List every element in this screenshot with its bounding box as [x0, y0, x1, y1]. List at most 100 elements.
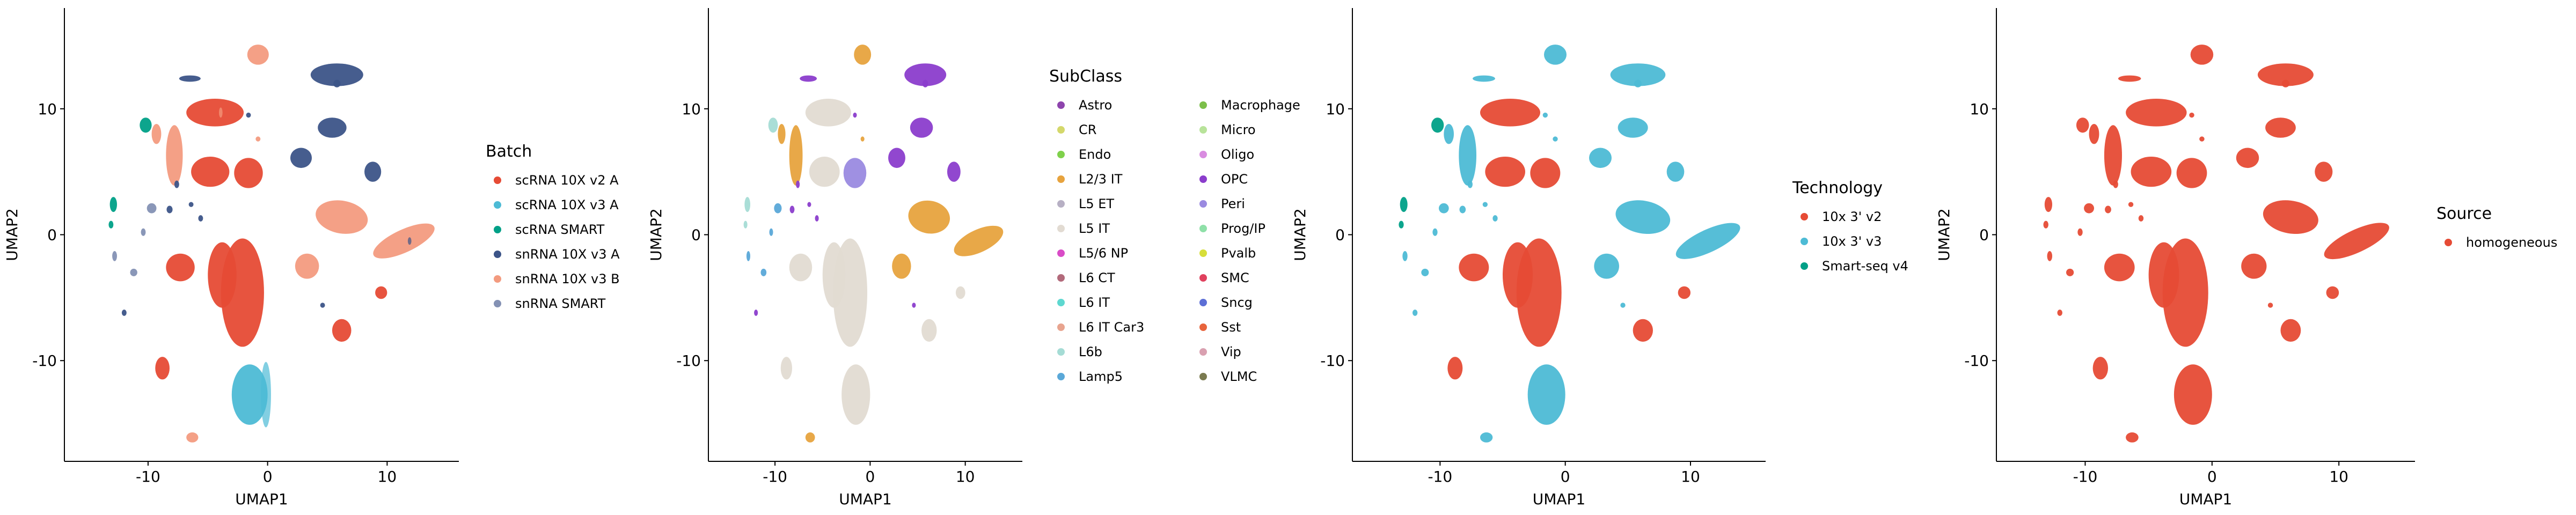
cell-cluster-30	[1459, 205, 1466, 214]
cell-cluster-37	[860, 136, 865, 142]
cell-cluster-19	[921, 319, 937, 342]
cell-cluster-27	[2066, 268, 2074, 276]
cell-cluster-15	[2315, 161, 2333, 182]
legend-swatch	[1199, 323, 1207, 331]
legend-swatch	[1057, 225, 1065, 232]
legend-entry-label: OPC	[1221, 172, 1248, 187]
cell-cluster-2	[1459, 253, 1489, 282]
cell-cluster-10	[1444, 123, 1454, 144]
legend-entry-label: L6 IT	[1079, 295, 1110, 310]
y-axis-label: UMAP2	[1291, 208, 1309, 261]
x-tick-label: 0	[865, 468, 875, 485]
cell-cluster-24	[744, 197, 750, 212]
cell-cluster-21	[333, 79, 341, 87]
clusters-layer	[108, 45, 435, 443]
cell-cluster-32	[1413, 310, 1418, 316]
cell-cluster-26	[1402, 251, 1408, 261]
cell-cluster-2	[789, 253, 813, 282]
cell-cluster-25	[774, 203, 782, 214]
y-tick-label: -10	[1320, 352, 1345, 370]
legend-entry-label: snRNA SMART	[515, 296, 606, 311]
cell-cluster-7	[234, 158, 263, 188]
legend-swatch	[1199, 348, 1207, 356]
cell-cluster-17	[2263, 200, 2318, 234]
cell-cluster-37	[255, 136, 261, 142]
cell-cluster-18	[295, 253, 319, 279]
ticks-layer: -10 0 10 -10 0 10	[32, 100, 397, 485]
legend-swatch	[1801, 238, 1808, 245]
cell-cluster-27	[760, 268, 767, 276]
y-tick-label: 10	[1326, 100, 1345, 118]
cell-cluster-30	[166, 205, 173, 214]
cell-cluster-3	[2174, 364, 2212, 425]
cell-cluster-14	[888, 148, 905, 168]
cell-cluster-22	[800, 75, 817, 82]
cell-cluster-11	[854, 45, 872, 65]
cell-cluster-6	[809, 156, 840, 187]
cell-cluster-22	[1473, 75, 1495, 82]
cell-cluster-17	[316, 200, 368, 234]
y-axis-label: UMAP2	[3, 208, 21, 261]
cell-cluster-3	[1527, 364, 1565, 425]
cell-cluster-19	[1633, 319, 1653, 342]
legend-swatch	[1199, 101, 1207, 109]
cell-cluster-11	[247, 45, 269, 65]
legend-entry-label: homogeneous	[2466, 235, 2557, 250]
cell-cluster-9	[789, 125, 803, 186]
cell-cluster-5	[805, 432, 815, 443]
cell-cluster-29	[1399, 220, 1404, 229]
legend-entry-label: snRNA 10X v3 A	[515, 247, 620, 262]
cell-cluster-12	[1610, 63, 1666, 86]
cell-cluster-1	[2148, 242, 2179, 308]
legend-entry-label: Prog/IP	[1221, 221, 1265, 236]
cell-cluster-12	[310, 63, 363, 86]
legend-swatch	[494, 300, 501, 307]
cell-cluster-5	[1480, 432, 1493, 443]
x-tick-label: 10	[956, 468, 975, 485]
x-tick-label: -10	[2073, 468, 2098, 485]
legend-entry-label: L6 CT	[1079, 270, 1115, 285]
legend-swatch	[1057, 151, 1065, 158]
cell-cluster-21	[1634, 79, 1642, 87]
legend-title: Batch	[486, 142, 532, 161]
cell-cluster-15	[364, 161, 382, 182]
cell-cluster-14	[290, 148, 312, 168]
legend-entry-label: scRNA SMART	[515, 222, 605, 237]
cell-cluster-7	[843, 158, 867, 188]
cell-cluster-27	[130, 268, 137, 276]
legend-entry-label: 10x 3' v3	[1822, 234, 1882, 249]
legend-swatch	[1199, 249, 1207, 257]
ticks-layer: -10 0 10 -10 0 10	[1320, 100, 1700, 485]
legend-entry-label: Endo	[1079, 147, 1111, 162]
cell-cluster-15	[1666, 161, 1685, 182]
cell-cluster-16	[954, 225, 1004, 256]
legend-title: SubClass	[1049, 67, 1122, 86]
umap-panel-subclass: -10 0 10 -10 0 10 UMAP1 UMAP2 SubClass Astro C…	[647, 8, 1300, 508]
x-tick-label: -10	[763, 468, 787, 485]
cell-cluster-2	[2104, 253, 2135, 282]
cell-cluster-18	[1594, 253, 1620, 279]
cell-cluster-36	[1620, 303, 1626, 308]
cell-cluster-7	[2176, 158, 2207, 188]
cell-cluster-17	[1615, 200, 1671, 234]
legend-entry-label: SMC	[1221, 270, 1249, 285]
cell-cluster-5	[186, 432, 199, 443]
cell-cluster-16	[1675, 223, 1740, 259]
legend-entry-label: Lamp5	[1079, 369, 1123, 384]
y-tick-label: 0	[1979, 226, 1989, 244]
legend-entry-label: Sst	[1221, 320, 1241, 335]
cell-cluster-19	[332, 319, 352, 342]
clusters-layer	[743, 45, 1004, 443]
cell-cluster-14	[1589, 148, 1612, 168]
y-tick-label: 10	[38, 100, 57, 118]
legend-swatch	[1199, 373, 1207, 380]
legend-entry-label: Vip	[1221, 344, 1241, 359]
cell-cluster-34	[2128, 202, 2134, 207]
cell-cluster-20	[2326, 286, 2339, 299]
cell-cluster-24	[109, 197, 117, 212]
y-tick-label: -10	[1964, 352, 1989, 370]
legend-swatch	[1057, 175, 1065, 183]
cell-cluster-30	[2105, 205, 2111, 214]
legend-entry-label: CR	[1079, 122, 1096, 137]
